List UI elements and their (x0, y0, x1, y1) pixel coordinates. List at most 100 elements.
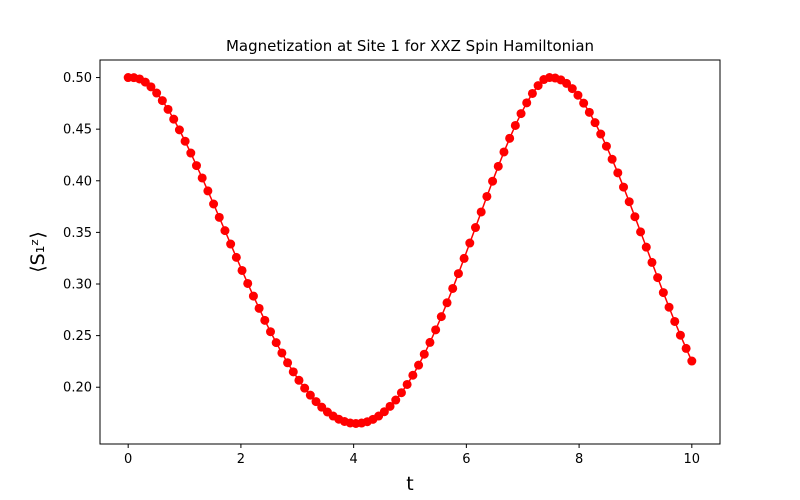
x-axis-ticks: 0 2 4 6 8 10 (124, 444, 700, 467)
data-point (174, 125, 184, 135)
data-point (482, 191, 492, 201)
data-point (391, 395, 401, 405)
data-point (522, 98, 532, 108)
data-point (630, 212, 640, 222)
y-tick-label: 0.35 (63, 226, 92, 241)
data-point (436, 312, 446, 322)
data-point (505, 133, 515, 143)
data-point (294, 375, 304, 385)
data-point (146, 82, 156, 92)
data-point (277, 348, 287, 358)
data-point (516, 109, 526, 119)
data-point (596, 129, 606, 139)
data-point (271, 338, 281, 348)
y-tick-label: 0.45 (63, 123, 92, 138)
data-point (385, 401, 395, 411)
data-point (248, 291, 258, 301)
data-point (687, 356, 697, 366)
data-point (402, 379, 412, 389)
x-tick-label: 4 (349, 452, 357, 467)
data-point (664, 302, 674, 312)
y-axis-ticks: 0.20 0.25 0.30 0.35 0.40 0.45 0.50 (63, 71, 100, 396)
y-tick-label: 0.30 (63, 278, 92, 293)
data-point (163, 104, 173, 114)
data-point (191, 161, 201, 171)
data-point (675, 330, 685, 340)
data-point (152, 88, 162, 98)
data-point (624, 197, 634, 207)
data-point (266, 327, 275, 337)
data-point (231, 252, 241, 262)
data-point (396, 388, 406, 398)
data-point (425, 337, 435, 347)
x-tick-label: 6 (462, 452, 470, 467)
data-point (567, 84, 577, 94)
data-point (220, 226, 230, 236)
data-point (197, 173, 207, 183)
data-point (453, 269, 463, 279)
x-axis-label: t (406, 473, 413, 495)
y-tick-label: 0.20 (63, 381, 92, 396)
data-point (488, 176, 498, 186)
data-point (590, 118, 600, 128)
data-point (636, 227, 646, 237)
y-tick-label: 0.25 (63, 329, 92, 344)
data-point (653, 273, 663, 283)
data-point (470, 223, 480, 233)
data-point (641, 242, 651, 252)
data-point (573, 90, 583, 100)
data-point (607, 154, 617, 164)
plot-frame (99, 59, 721, 445)
data-point (209, 199, 219, 209)
data-point (601, 141, 611, 151)
series-line (128, 76, 693, 425)
data-point (311, 397, 321, 407)
data-point (379, 407, 389, 417)
data-point (613, 168, 623, 178)
plot-series (123, 73, 697, 428)
data-point (243, 278, 253, 288)
data-point (408, 370, 418, 380)
data-point (254, 303, 264, 313)
data-point (169, 114, 179, 124)
data-point (260, 315, 270, 325)
data-point (533, 81, 543, 91)
data-point (300, 383, 310, 393)
data-point (180, 136, 190, 146)
data-point (465, 238, 475, 248)
data-point (214, 212, 224, 222)
data-point (493, 161, 503, 171)
x-tick-label: 2 (237, 452, 245, 467)
data-point (237, 265, 247, 275)
data-point (499, 147, 509, 157)
data-point (283, 358, 293, 368)
data-point (414, 360, 424, 370)
data-point (584, 107, 594, 117)
data-point (203, 186, 213, 196)
data-point (670, 316, 680, 326)
y-tick-label: 0.40 (63, 174, 92, 189)
data-point (305, 390, 315, 400)
data-point (476, 207, 486, 217)
y-axis-label: ⟨S₁ᶻ⟩ (27, 231, 49, 272)
x-tick-label: 0 (124, 452, 132, 467)
data-point (681, 343, 691, 353)
chart-title: Magnetization at Site 1 for XXZ Spin Ham… (226, 37, 594, 55)
data-point (527, 88, 537, 98)
data-point (431, 325, 441, 335)
data-point (647, 257, 657, 267)
data-point (448, 283, 458, 293)
data-point (419, 349, 429, 359)
data-point (579, 98, 589, 108)
data-point (442, 298, 452, 308)
data-point (510, 120, 520, 130)
y-tick-label: 0.50 (63, 71, 92, 86)
data-point (157, 96, 167, 106)
x-tick-label: 10 (684, 452, 701, 467)
data-point (619, 182, 629, 192)
data-point (658, 288, 668, 298)
data-point (186, 148, 196, 158)
data-point (226, 239, 236, 249)
